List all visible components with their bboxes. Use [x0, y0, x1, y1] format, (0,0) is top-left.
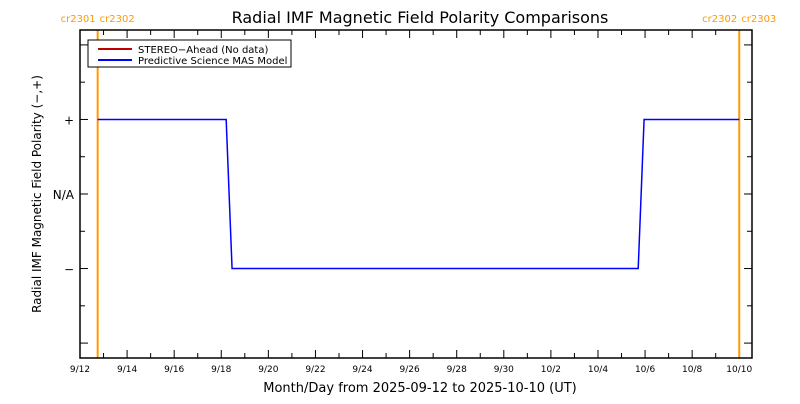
x-axis-label: Month/Day from 2025-09-12 to 2025-10-10 …: [263, 381, 576, 396]
carrington-label-before: cr2302: [702, 14, 737, 25]
legend-label: Predictive Science MAS Model: [138, 56, 287, 67]
x-tick-label: 9/18: [211, 365, 231, 375]
legend-label: STEREO−Ahead (No data): [138, 45, 268, 56]
x-tick-label: 10/8: [682, 365, 702, 375]
series-line: [97, 118, 740, 270]
x-tick-label: 9/14: [117, 365, 137, 375]
y-tick-label: N/A: [53, 188, 75, 202]
carrington-label-after: cr2302: [100, 14, 135, 25]
x-tick-label: 10/10: [726, 365, 752, 375]
x-tick-label: 9/26: [400, 365, 420, 375]
x-tick-label: 9/12: [70, 365, 90, 375]
chart-title: Radial IMF Magnetic Field Polarity Compa…: [232, 8, 609, 27]
x-tick-label: 9/28: [447, 365, 467, 375]
x-tick-label: 9/16: [164, 365, 184, 375]
y-tick-label: −: [64, 263, 74, 277]
x-tick-label: 10/2: [541, 365, 561, 375]
carrington-label-before: cr2301: [61, 14, 96, 25]
y-axis-label: Radial IMF Magnetic Field Polarity (−,+): [30, 75, 44, 313]
legend: STEREO−Ahead (No data)Predictive Science…: [87, 39, 292, 68]
legend-box: [87, 39, 292, 68]
x-tick-label: 9/22: [305, 365, 325, 375]
x-tick-label: 10/4: [588, 365, 608, 375]
plot-frame: [79, 29, 753, 359]
x-tick-label: 9/24: [352, 365, 372, 375]
x-tick-label: 9/20: [258, 365, 278, 375]
carrington-label-after: cr2303: [741, 14, 776, 25]
y-tick-label: +: [64, 113, 74, 127]
x-tick-label: 9/30: [494, 365, 514, 375]
x-tick-label: 10/6: [635, 365, 655, 375]
